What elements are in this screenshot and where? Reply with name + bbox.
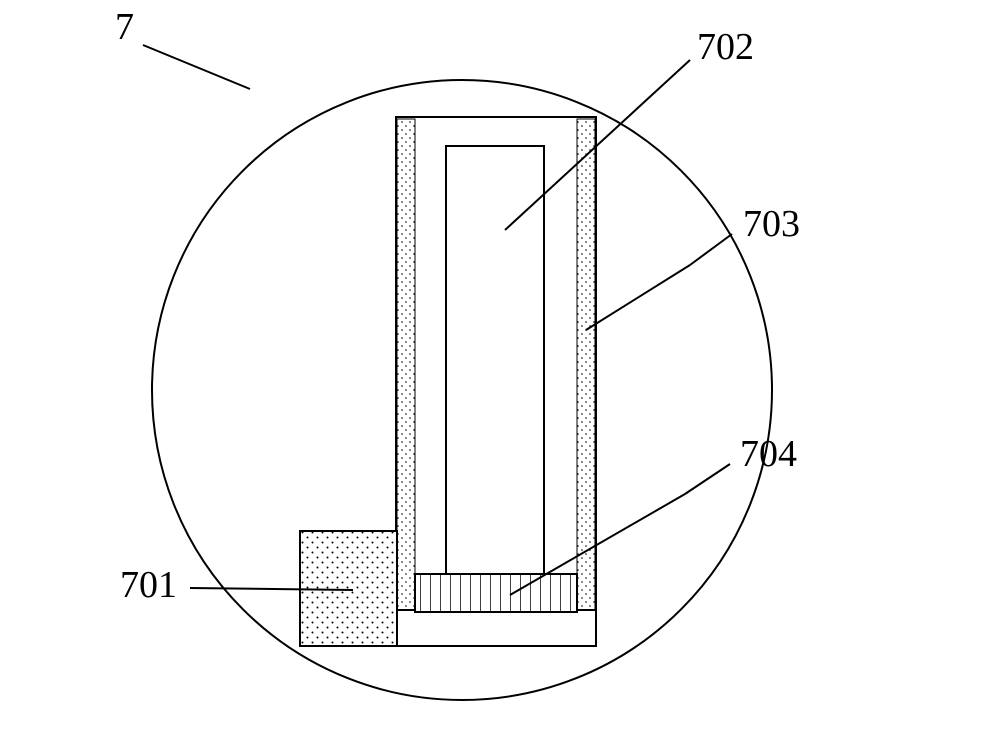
technical-diagram (0, 0, 1000, 747)
dotted-strip-right (577, 119, 595, 610)
small-dotted-box (300, 531, 397, 646)
label-701: 701 (120, 563, 177, 607)
label-704: 704 (740, 432, 797, 476)
dotted-strip-left (397, 119, 415, 610)
inner-slot-rect (446, 146, 544, 574)
label-702: 702 (697, 25, 754, 69)
base-rect (396, 610, 596, 646)
label-7: 7 (115, 5, 134, 49)
hatched-bar (415, 574, 577, 612)
label-703: 703 (743, 202, 800, 246)
